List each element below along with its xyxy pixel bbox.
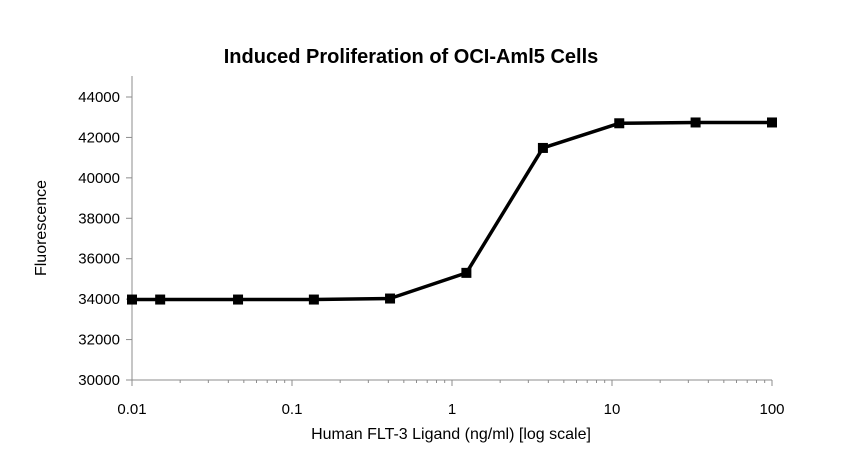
y-tick-label: 38000 [78,210,120,227]
data-point-marker [614,118,625,129]
y-tick-label: 30000 [78,372,120,389]
y-tick-label: 36000 [78,251,120,268]
y-tick-label: 34000 [78,291,120,308]
data-point-marker [308,294,319,305]
plot-area [127,117,777,305]
x-tick-label: 100 [759,401,784,418]
y-tick-label: 32000 [78,332,120,349]
x-tick-label: 0.1 [282,401,303,418]
x-tick-label: 0.01 [117,401,146,418]
y-axis: 30000 32000 34000 36000 38000 40000 42000 44000 [78,76,133,389]
data-point-marker [155,294,166,305]
y-tick-label: 42000 [78,129,120,146]
x-axis: 0.01 0.1 1 10 100 [117,379,785,418]
x-tick-label: 1 [448,401,456,418]
y-tick-label: 44000 [78,89,120,106]
data-point-marker [127,294,137,305]
y-tick-label: 40000 [78,170,120,187]
data-point-marker [690,117,701,128]
y-axis-label: Fluorescence [33,180,50,276]
chart-title: Induced Proliferation of OCI-Aml5 Cells [224,46,599,68]
data-point-marker [461,267,472,278]
x-axis-label: Human FLT-3 Ligand (ng/ml) [log scale] [311,426,591,443]
data-point-marker [385,293,396,304]
data-point-marker [537,142,548,153]
data-point-marker [767,117,777,128]
series-line [132,120,772,302]
data-point-marker [233,294,244,305]
x-tick-label: 10 [604,401,621,418]
